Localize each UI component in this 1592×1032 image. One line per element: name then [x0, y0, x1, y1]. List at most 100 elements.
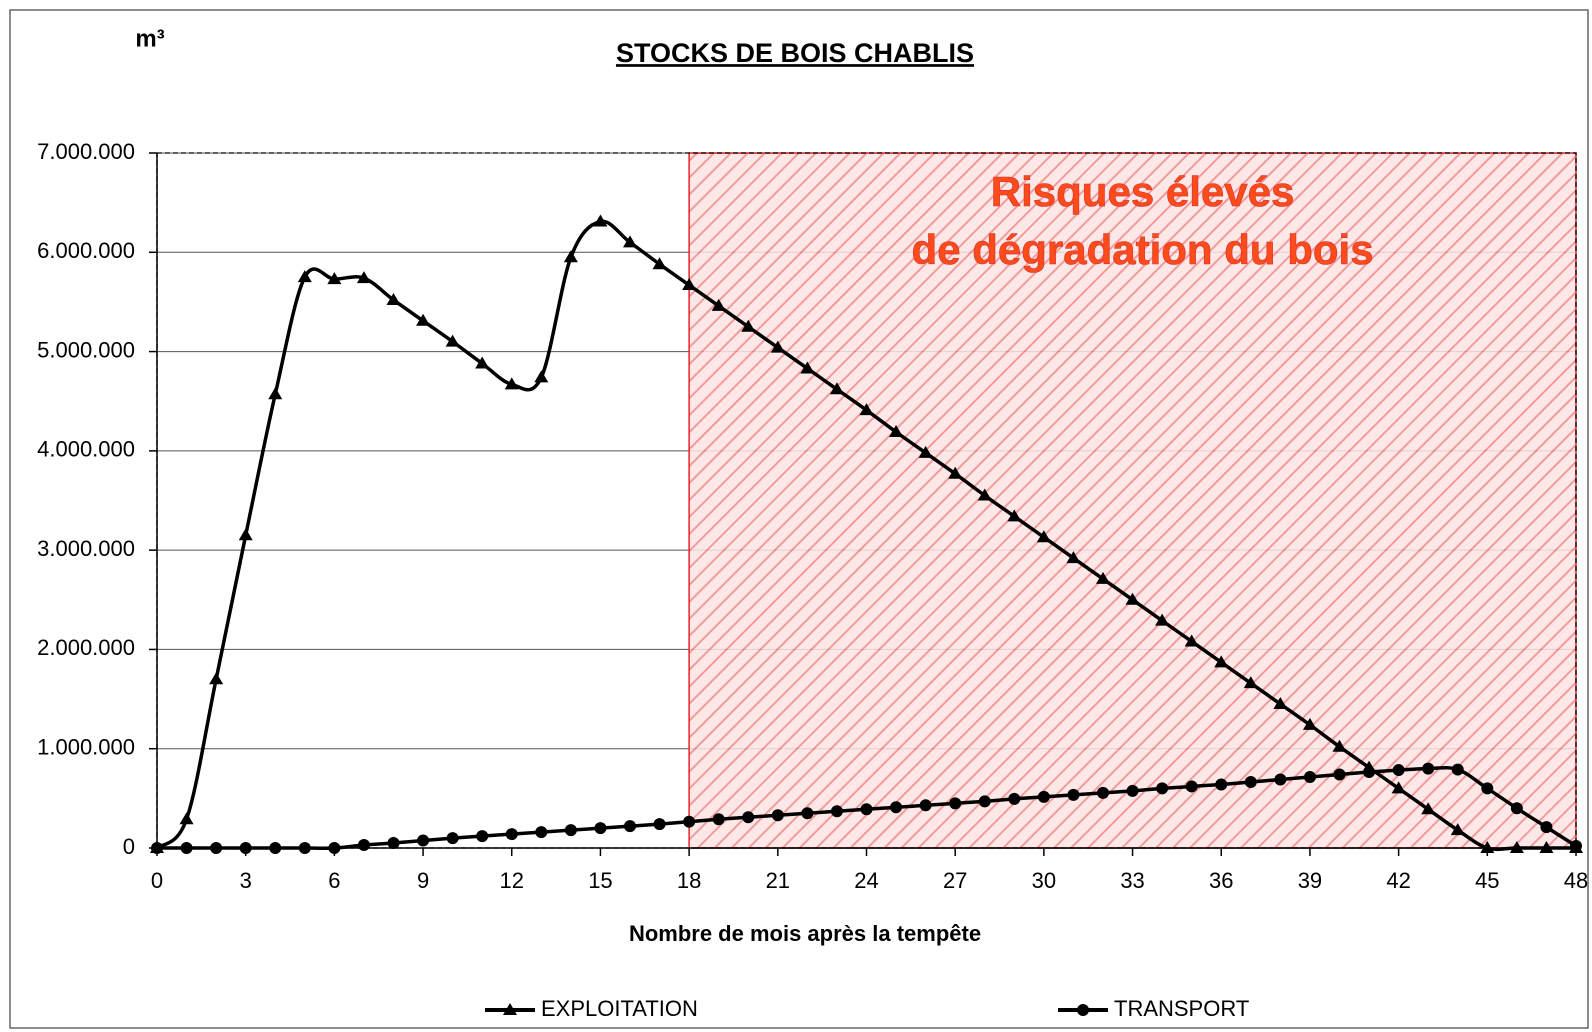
annotation: Risques élevés	[991, 168, 1295, 215]
point-marker	[1244, 775, 1257, 788]
point-marker	[1215, 778, 1228, 791]
point-marker	[1156, 782, 1169, 795]
point-marker	[475, 356, 490, 369]
point-marker	[860, 803, 873, 816]
point-marker	[1303, 771, 1316, 784]
x-tick-label: 36	[1209, 868, 1233, 893]
point-marker	[1510, 802, 1523, 815]
point-marker	[1509, 841, 1524, 853]
point-marker	[1214, 655, 1229, 668]
point-marker	[800, 361, 815, 374]
y-unit: m³	[135, 25, 164, 52]
x-tick-label: 9	[417, 868, 429, 893]
point-marker	[830, 805, 843, 818]
point-marker	[742, 811, 755, 824]
y-tick-label: 6.000.000	[37, 238, 135, 263]
point-marker	[594, 822, 607, 835]
point-marker	[1097, 786, 1109, 799]
point-marker	[327, 272, 342, 285]
point-marker	[1067, 788, 1080, 801]
point-marker	[238, 528, 253, 541]
point-marker	[209, 672, 224, 685]
point-marker	[476, 830, 489, 843]
x-tick-label: 24	[854, 868, 878, 893]
point-marker	[652, 257, 667, 270]
point-marker	[386, 292, 401, 305]
point-marker	[328, 842, 341, 854]
point-marker	[623, 235, 637, 248]
point-marker	[624, 820, 636, 833]
point-marker	[1450, 823, 1465, 836]
point-marker	[239, 842, 252, 854]
x-tick-label: 45	[1475, 868, 1499, 893]
point-marker	[1184, 634, 1199, 647]
point-marker	[357, 839, 370, 852]
point-marker	[919, 799, 932, 812]
x-axis-label: Nombre de mois après la tempête	[629, 921, 981, 946]
point-marker	[504, 377, 519, 390]
point-marker	[356, 271, 371, 284]
point-marker	[771, 809, 784, 822]
point-marker	[829, 382, 844, 395]
point-marker	[711, 298, 726, 311]
point-marker	[1481, 782, 1494, 795]
point-marker	[770, 340, 785, 353]
point-marker	[445, 334, 460, 347]
y-tick-label: 7.000.000	[37, 139, 135, 164]
point-marker	[1243, 676, 1258, 689]
point-marker	[949, 797, 962, 810]
legend-label: TRANSPORT	[1114, 996, 1249, 1021]
point-marker	[1096, 571, 1110, 584]
point-marker	[534, 370, 549, 383]
x-tick-label: 12	[500, 868, 524, 893]
point-marker	[1008, 792, 1021, 805]
annotation: de dégradation du bois	[912, 226, 1374, 273]
point-marker	[948, 466, 963, 479]
point-marker	[1036, 530, 1051, 543]
point-marker	[1037, 790, 1050, 803]
point-marker	[1185, 780, 1198, 793]
point-marker	[1302, 717, 1317, 730]
y-tick-label: 3.000.000	[37, 536, 135, 561]
point-marker	[269, 842, 282, 854]
point-marker	[918, 445, 933, 458]
point-marker	[1540, 821, 1553, 834]
x-tick-label: 3	[240, 868, 252, 893]
point-marker	[210, 842, 223, 854]
point-marker	[564, 824, 577, 837]
point-marker	[889, 424, 904, 437]
x-tick-label: 15	[588, 868, 612, 893]
point-marker	[1422, 762, 1435, 775]
point-marker	[683, 815, 696, 828]
point-marker	[741, 319, 756, 332]
point-marker	[682, 278, 697, 291]
point-marker	[1274, 773, 1287, 786]
point-marker	[801, 807, 814, 820]
point-marker	[505, 828, 518, 841]
point-marker	[387, 837, 400, 850]
point-marker	[1539, 841, 1554, 853]
point-marker	[1392, 764, 1405, 777]
point-marker	[298, 842, 311, 854]
point-marker	[151, 842, 163, 854]
point-marker	[1570, 840, 1582, 853]
legend-label: EXPLOITATION	[541, 996, 698, 1021]
point-marker	[978, 795, 991, 808]
point-marker	[297, 270, 312, 283]
y-tick-label: 4.000.000	[37, 437, 135, 462]
point-marker	[1066, 551, 1081, 564]
point-marker	[1333, 768, 1346, 781]
point-marker	[417, 834, 430, 847]
y-tick-label: 2.000.000	[37, 635, 135, 660]
x-tick-label: 39	[1298, 868, 1322, 893]
point-marker	[446, 832, 459, 845]
x-tick-label: 30	[1032, 868, 1056, 893]
x-tick-label: 27	[943, 868, 967, 893]
point-marker	[416, 313, 431, 326]
point-marker	[977, 488, 992, 501]
x-tick-label: 48	[1564, 868, 1588, 893]
point-marker	[1480, 841, 1495, 853]
y-tick-label: 1.000.000	[37, 735, 135, 760]
point-marker	[1125, 592, 1140, 605]
